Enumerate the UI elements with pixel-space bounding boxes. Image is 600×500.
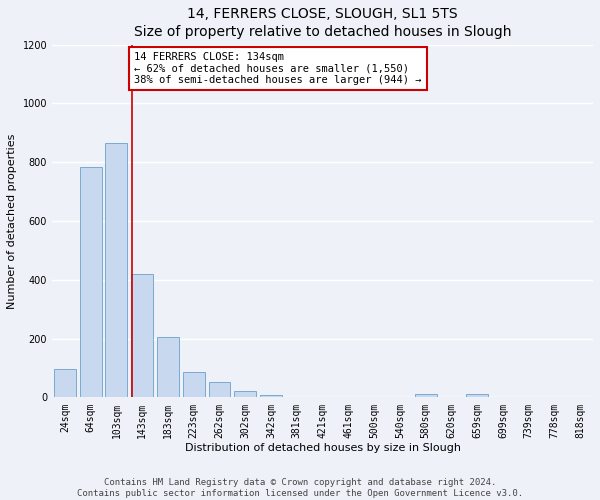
Bar — [466, 394, 488, 398]
Bar — [415, 394, 437, 398]
Bar — [234, 391, 256, 398]
Bar — [286, 396, 308, 398]
Bar — [260, 395, 282, 398]
Text: 14 FERRERS CLOSE: 134sqm
← 62% of detached houses are smaller (1,550)
38% of sem: 14 FERRERS CLOSE: 134sqm ← 62% of detach… — [134, 52, 422, 85]
Bar — [157, 337, 179, 398]
Bar — [209, 382, 230, 398]
Title: 14, FERRERS CLOSE, SLOUGH, SL1 5TS
Size of property relative to detached houses : 14, FERRERS CLOSE, SLOUGH, SL1 5TS Size … — [134, 7, 511, 40]
Bar — [311, 397, 334, 398]
Bar — [80, 166, 101, 398]
Bar — [131, 274, 153, 398]
Bar — [54, 370, 76, 398]
X-axis label: Distribution of detached houses by size in Slough: Distribution of detached houses by size … — [185, 443, 461, 453]
Bar — [183, 372, 205, 398]
Bar — [106, 143, 127, 398]
Text: Contains HM Land Registry data © Crown copyright and database right 2024.
Contai: Contains HM Land Registry data © Crown c… — [77, 478, 523, 498]
Y-axis label: Number of detached properties: Number of detached properties — [7, 134, 17, 308]
